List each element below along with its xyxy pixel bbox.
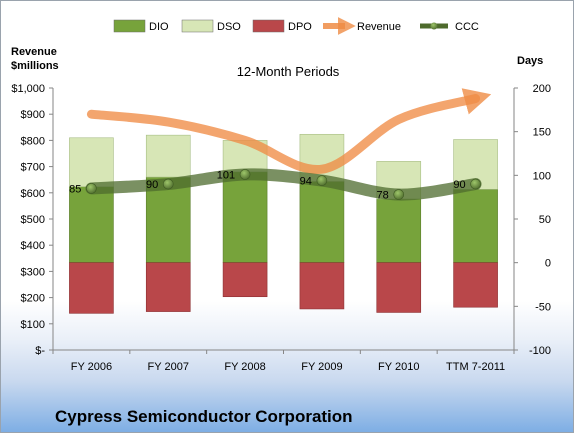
x-tick-label: FY 2007 — [148, 361, 189, 373]
bar-dpo — [69, 262, 114, 314]
lines — [85, 88, 492, 201]
ccc-point — [162, 178, 174, 190]
bar-dpo — [299, 262, 345, 310]
legend-label-ccc: CCC — [455, 21, 479, 33]
ccc-data-label: 94 — [300, 176, 312, 188]
bar-dpo — [145, 262, 191, 312]
left-tick-label: $- — [35, 345, 45, 357]
bar-dio — [222, 171, 268, 263]
left-tick-label: $700 — [21, 162, 45, 174]
legend-label-dso: DSO — [217, 21, 241, 33]
legend-label-revenue: Revenue — [357, 21, 401, 33]
ccc-point — [470, 178, 481, 190]
ccc-data-label: 90 — [146, 179, 158, 191]
axes: $- $100 $200 $300 $400 $500 $600 $700 $800 $900 $1… — [11, 83, 551, 373]
bar-dio — [376, 198, 422, 263]
bar-dio — [453, 189, 498, 263]
ccc-point — [393, 189, 405, 200]
bar-dpo — [376, 262, 422, 313]
bar-dso — [69, 137, 114, 187]
right-tick-label: 100 — [533, 170, 551, 182]
ccc-point — [86, 183, 97, 194]
left-tick-label: $900 — [21, 109, 45, 121]
ccc-data-label: 85 — [69, 183, 81, 195]
ccc-line — [85, 168, 482, 201]
bar-dpo — [453, 262, 498, 308]
data-labels: 85 90 101 94 78 90 — [69, 169, 465, 201]
right-tick-label: 50 — [539, 214, 551, 226]
legend-label-dio: DIO — [149, 21, 169, 33]
ccc-data-label: 90 — [453, 179, 465, 191]
left-tick-label: $100 — [21, 319, 45, 331]
left-axis-title-line2: $millions — [11, 60, 59, 72]
right-tick-label: 0 — [545, 258, 551, 270]
legend-swatch-dio — [113, 19, 146, 33]
right-axis-title: Days — [517, 55, 543, 67]
legend-swatch-dso — [181, 19, 214, 33]
legend-label-dpo: DPO — [288, 21, 312, 33]
left-tick-label: $200 — [21, 293, 45, 305]
chart-subtitle: 12-Month Periods — [237, 64, 340, 79]
right-tick-label: -100 — [529, 345, 551, 357]
revenue-line — [86, 88, 492, 174]
left-tick-label: $600 — [21, 188, 45, 200]
x-tick-label: FY 2009 — [301, 361, 342, 373]
left-tick-label: $1,000 — [11, 83, 45, 95]
right-tick-label: -50 — [535, 301, 551, 313]
bar-dio — [69, 186, 114, 263]
titles: Revenue $millions Days 12-Month Periods Cypr… — [11, 46, 543, 426]
left-tick-label: $500 — [21, 214, 45, 226]
left-axis-title-line1: Revenue — [11, 46, 57, 58]
x-tick-label: FY 2010 — [378, 361, 419, 373]
ccc-point — [316, 175, 328, 186]
left-tick-label: $300 — [21, 266, 45, 278]
x-tick-label: TTM 7-2011 — [446, 361, 505, 373]
legend: DIO DSO DPO Revenue CCC — [113, 17, 479, 35]
bar-dio — [299, 181, 345, 263]
bar-dpo — [222, 262, 268, 298]
left-tick-label: $400 — [21, 240, 45, 252]
x-tick-label: FY 2008 — [224, 361, 265, 373]
right-tick-label: 150 — [533, 127, 551, 139]
ccc-data-label: 101 — [217, 169, 235, 181]
bars — [69, 133, 498, 314]
bar-dio — [145, 176, 191, 263]
ccc-point — [239, 169, 251, 180]
legend-marker-ccc — [430, 22, 438, 30]
ccc-data-label: 78 — [377, 190, 389, 202]
legend-swatch-dpo — [252, 19, 285, 33]
right-tick-label: 200 — [533, 83, 551, 95]
bar-dso — [145, 134, 191, 178]
x-tick-label: FY 2006 — [71, 361, 112, 373]
left-tick-label: $800 — [21, 135, 45, 147]
company-name: Cypress Semiconductor Corporation — [55, 407, 353, 426]
